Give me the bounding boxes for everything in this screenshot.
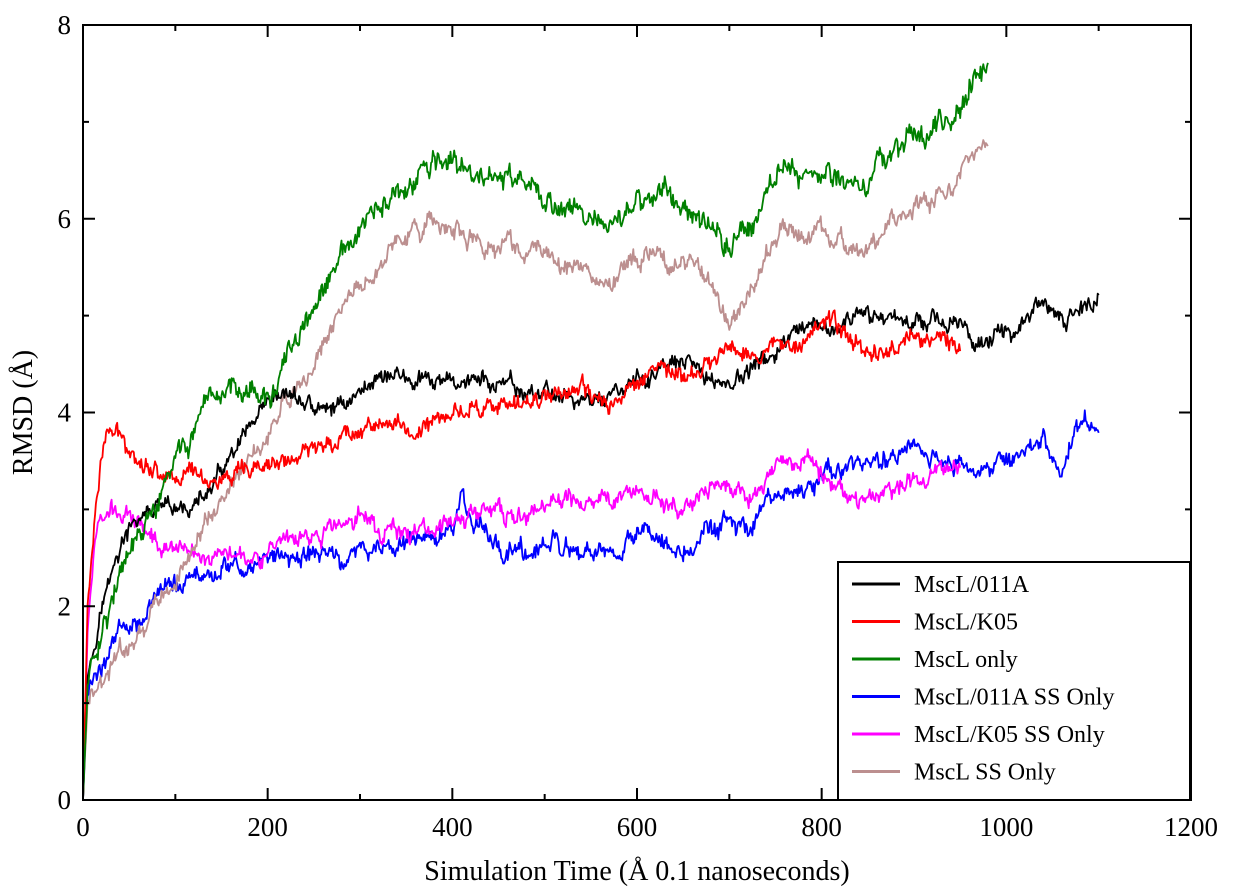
x-tick-label: 1200 xyxy=(1164,812,1218,842)
tick-layer: 0 200 400 600 800 1000 1200 0 2 4 6 8 xyxy=(58,10,1219,842)
legend: MscL/011A MscL/K05 MscL only MscL/011A SS O… xyxy=(837,561,1191,801)
x-tick-label: 1000 xyxy=(979,812,1033,842)
series-line xyxy=(82,409,1100,801)
legend-label: MscL SS Only xyxy=(914,760,1056,786)
series-line xyxy=(82,139,989,801)
x-tick-label: 200 xyxy=(247,812,288,842)
legend-box xyxy=(837,561,1191,801)
y-tick-label: 2 xyxy=(58,591,72,621)
series-line xyxy=(82,62,989,801)
legend-label: MscL/K05 xyxy=(914,610,1018,636)
series-line xyxy=(82,448,962,801)
x-axis-title: Simulation Time (Å 0.1 nanoseconds) xyxy=(424,856,849,887)
legend-label: MscL only xyxy=(914,647,1018,673)
x-tick-label: 400 xyxy=(432,812,473,842)
series-line xyxy=(82,309,962,801)
x-tick-label: 800 xyxy=(801,812,842,842)
legend-label: MscL/K05 SS Only xyxy=(914,722,1105,748)
y-tick-label: 0 xyxy=(58,785,72,815)
series-layer xyxy=(82,62,1100,801)
legend-label: MscL/011A xyxy=(914,572,1030,598)
legend-label: MscL/011A SS Only xyxy=(914,685,1114,711)
x-tick-label: 600 xyxy=(617,812,658,842)
y-tick-label: 8 xyxy=(58,10,72,40)
y-tick-label: 6 xyxy=(58,204,72,234)
y-tick-label: 4 xyxy=(58,398,72,428)
y-axis-title: RMSD (Å) xyxy=(8,350,39,475)
x-tick-label: 0 xyxy=(76,812,90,842)
